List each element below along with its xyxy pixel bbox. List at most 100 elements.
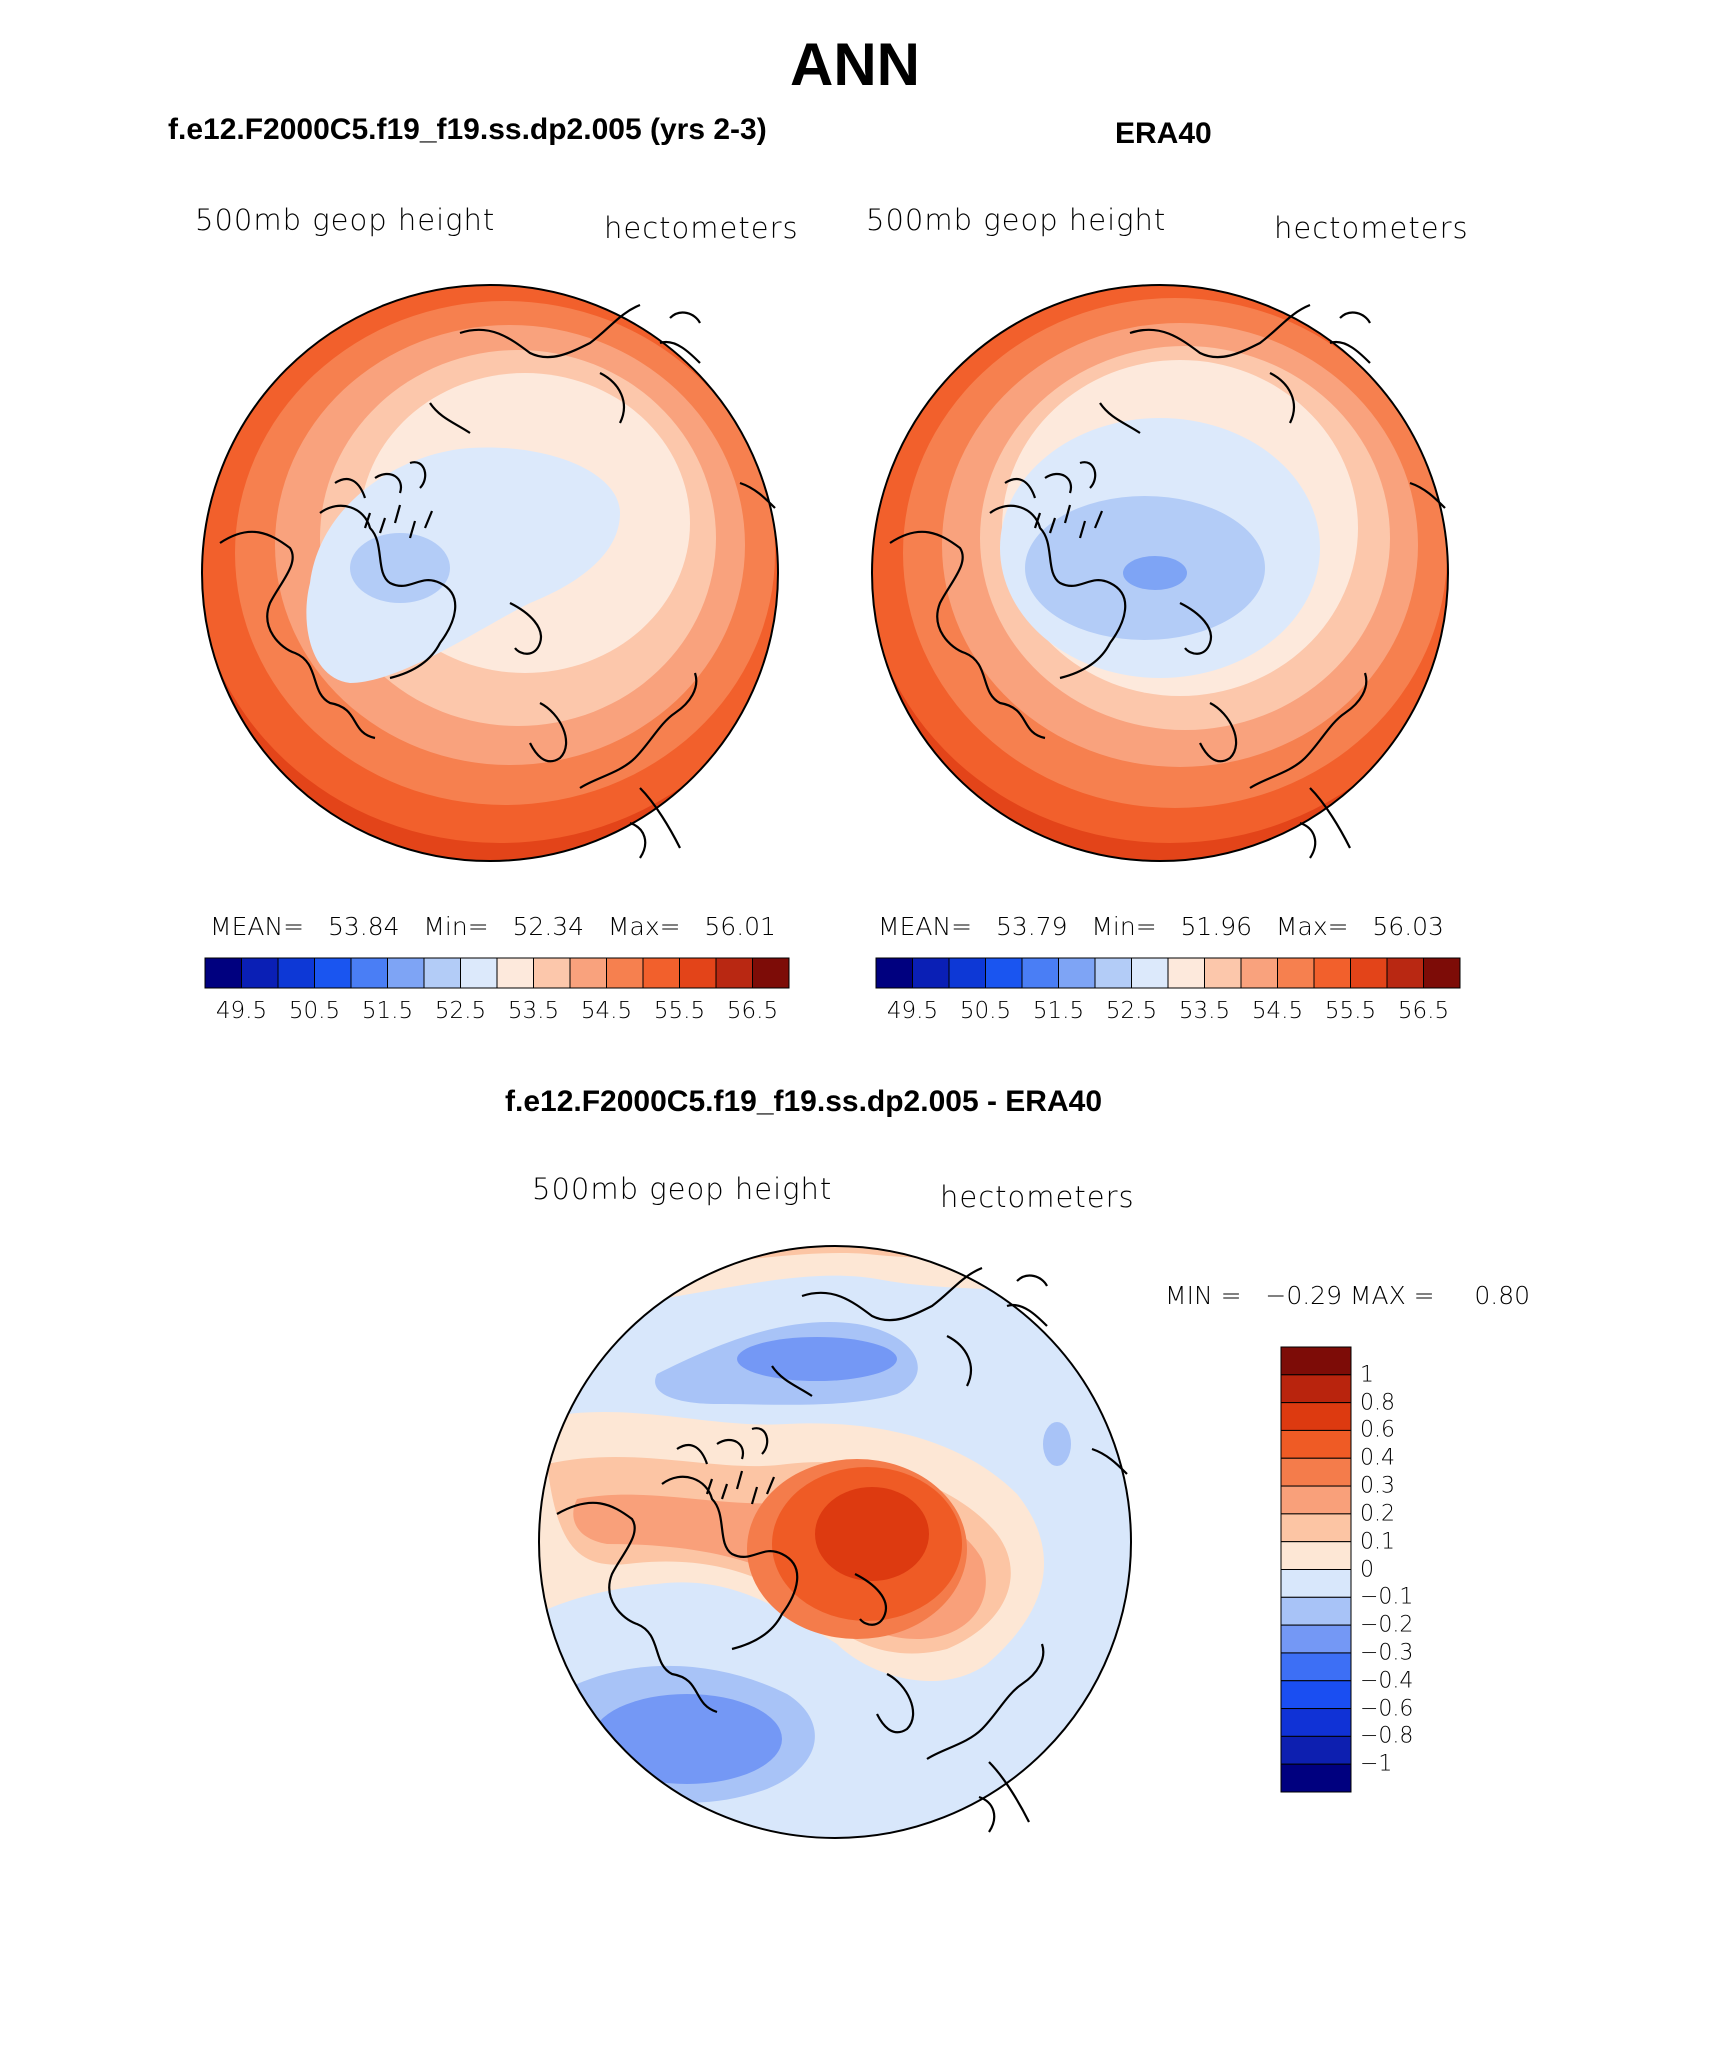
diff-panel-polar-map <box>538 1245 1132 1839</box>
colorbar-swatch <box>1021 957 1059 989</box>
colorbar-swatch <box>387 957 425 989</box>
colorbar-label: −0.2 <box>1360 1612 1414 1638</box>
colorbar-tick: 49.5 <box>215 998 268 1024</box>
colorbar-swatch <box>1277 957 1315 989</box>
colorbar-swatch <box>642 957 680 989</box>
panel-1-polar-map <box>201 284 779 862</box>
colorbar-swatch <box>496 957 534 989</box>
colorbar-swatch <box>1280 1596 1352 1626</box>
colorbar-tick: 51.5 <box>1032 998 1085 1024</box>
colorbar-swatch <box>1280 1708 1352 1737</box>
colorbar-swatch <box>1313 957 1351 989</box>
colorbar-swatch <box>460 957 498 989</box>
panel-2-colorbar <box>875 957 1461 989</box>
colorbar-swatch <box>1280 1374 1352 1404</box>
diff-panel-title: f.e12.F2000C5.f19_f19.ss.dp2.005 - ERA40 <box>505 1085 1102 1118</box>
panel-1-stats: MEAN= 53.84 Min= 52.34 Max= 56.01 <box>210 912 776 941</box>
colorbar-label: 0.3 <box>1360 1473 1395 1499</box>
contour-band <box>350 533 450 603</box>
colorbar-swatch <box>1204 957 1242 989</box>
colorbar-swatch <box>1131 957 1169 989</box>
contour-band <box>306 447 620 683</box>
colorbar-swatch <box>350 957 388 989</box>
colorbar-label: 0.8 <box>1360 1390 1395 1416</box>
colorbar-tick: 52.5 <box>434 998 487 1024</box>
colorbar-tick: 49.5 <box>886 998 939 1024</box>
colorbar-tick: 53.5 <box>1178 998 1231 1024</box>
colorbar-swatch <box>569 957 607 989</box>
colorbar-label: 0.4 <box>1360 1445 1395 1471</box>
colorbar-swatch <box>1280 1680 1352 1710</box>
colorbar-swatch <box>1280 1763 1352 1793</box>
panel-1-colorbar <box>204 957 790 989</box>
colorbar-swatch <box>1280 1735 1352 1765</box>
colorbar-label: −0.4 <box>1360 1668 1414 1694</box>
colorbar-swatch <box>1280 1513 1352 1543</box>
coastline-lines <box>219 303 776 859</box>
panel-2-title: ERA40 <box>1115 117 1212 150</box>
colorbar-swatch <box>912 957 950 989</box>
colorbar-swatch <box>277 957 315 989</box>
colorbar-tick: 53.5 <box>507 998 560 1024</box>
panel-2-polar-map <box>871 284 1449 862</box>
contour-band <box>1123 556 1187 590</box>
diff-panel-colorbar <box>1280 1346 1352 1793</box>
colorbar-swatch <box>1386 957 1424 989</box>
coastline-lines <box>556 1266 1128 1833</box>
colorbar-tick: 55.5 <box>1324 998 1377 1024</box>
diff-panel-minmax: MIN = −0.29 MAX = 0.80 <box>1165 1281 1531 1310</box>
colorbar-tick: 51.5 <box>361 998 414 1024</box>
colorbar-swatch <box>606 957 644 989</box>
colorbar-swatch <box>875 957 913 989</box>
main-title: ANN <box>790 31 920 98</box>
colorbar-label: 0.2 <box>1360 1501 1395 1527</box>
colorbar-swatch <box>715 957 753 989</box>
colorbar-swatch <box>1280 1652 1352 1682</box>
colorbar-swatch <box>533 957 571 989</box>
colorbar-label: 1 <box>1360 1362 1374 1388</box>
colorbar-label: −0.1 <box>1360 1584 1414 1610</box>
contour-band <box>815 1487 929 1581</box>
panel-2-variable-label: 500mb geop height <box>866 203 1167 237</box>
colorbar-label: −1 <box>1360 1751 1393 1777</box>
colorbar-swatch <box>1280 1346 1352 1376</box>
colorbar-label: −0.3 <box>1360 1640 1414 1666</box>
colorbar-swatch <box>1280 1541 1352 1570</box>
colorbar-swatch <box>1280 1569 1352 1598</box>
colorbar-label: −0.6 <box>1360 1696 1414 1722</box>
colorbar-label: 0 <box>1360 1557 1374 1582</box>
panel-2-stats: MEAN= 53.79 Min= 51.96 Max= 56.03 <box>878 912 1444 941</box>
colorbar-label: 0.1 <box>1360 1529 1395 1555</box>
coastline-lines <box>889 303 1446 859</box>
panel-2-units-label: hectometers <box>1274 211 1469 245</box>
colorbar-swatch <box>204 957 242 989</box>
panel-1-units-label: hectometers <box>604 211 799 245</box>
colorbar-swatch <box>423 957 461 989</box>
colorbar-tick: 54.5 <box>1251 998 1304 1024</box>
diff-panel-colorbar-labels: 1 0.8 0.6 0.4 0.3 0.2 0.1 0 −0.1 −0.2 −0… <box>1360 1347 1500 1792</box>
colorbar-swatch <box>1280 1624 1352 1654</box>
colorbar-swatch <box>1423 957 1461 989</box>
diff-panel-variable-label: 500mb geop height <box>532 1172 833 1206</box>
colorbar-label: −0.8 <box>1360 1723 1414 1749</box>
colorbar-tick: 52.5 <box>1105 998 1158 1024</box>
diff-panel-units-label: hectometers <box>940 1180 1135 1214</box>
contour-band <box>1043 1422 1071 1466</box>
colorbar-swatch <box>985 957 1023 989</box>
colorbar-tick: 55.5 <box>653 998 706 1024</box>
colorbar-swatch <box>1280 1429 1352 1459</box>
colorbar-tick: 56.5 <box>726 998 779 1024</box>
colorbar-swatch <box>679 957 717 989</box>
colorbar-swatch <box>752 957 790 989</box>
colorbar-tick: 50.5 <box>959 998 1012 1024</box>
colorbar-swatch <box>1167 957 1205 989</box>
colorbar-tick: 54.5 <box>580 998 633 1024</box>
colorbar-swatch <box>948 957 986 989</box>
contour-band <box>737 1337 897 1381</box>
colorbar-swatch <box>1094 957 1132 989</box>
colorbar-swatch <box>1058 957 1096 989</box>
colorbar-swatch <box>1280 1485 1352 1515</box>
colorbar-swatch <box>1280 1402 1352 1431</box>
colorbar-swatch <box>241 957 279 989</box>
panel-2-colorbar-ticks: 49.5 50.5 51.5 52.5 53.5 54.5 55.5 56.5 <box>876 998 1460 1028</box>
